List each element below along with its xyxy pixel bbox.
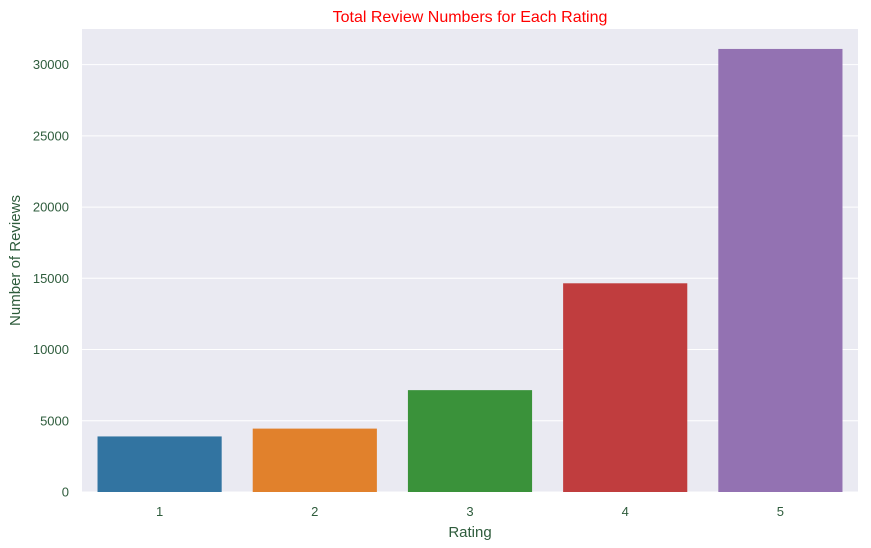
y-tick-label: 10000 (33, 342, 69, 357)
y-tick-label: 5000 (40, 413, 69, 428)
x-tick-label: 3 (466, 504, 473, 519)
bar-rating-2 (252, 428, 377, 492)
x-tick-label: 1 (156, 504, 163, 519)
y-axis-ticks: 0 5000 10000 15000 20000 25000 30000 (33, 57, 69, 499)
x-axis-ticks: 1 2 3 4 5 (156, 504, 784, 519)
y-tick-label: 25000 (33, 128, 69, 143)
x-tick-label: 4 (622, 504, 629, 519)
bar-rating-4 (563, 283, 688, 492)
bar-rating-5 (718, 48, 843, 493)
bar-rating-3 (407, 390, 533, 492)
y-tick-label: 15000 (33, 271, 69, 286)
bar-rating-1 (97, 436, 222, 492)
y-axis-label: Number of Reviews (7, 195, 24, 326)
x-axis-label: Rating (448, 524, 491, 541)
y-tick-label: 0 (62, 485, 69, 500)
x-tick-label: 2 (311, 504, 318, 519)
bars (97, 48, 843, 493)
x-tick-label: 5 (777, 504, 784, 519)
y-tick-label: 30000 (33, 57, 69, 72)
y-tick-label: 20000 (33, 200, 69, 215)
chart-title: Total Review Numbers for Each Rating (333, 9, 608, 26)
